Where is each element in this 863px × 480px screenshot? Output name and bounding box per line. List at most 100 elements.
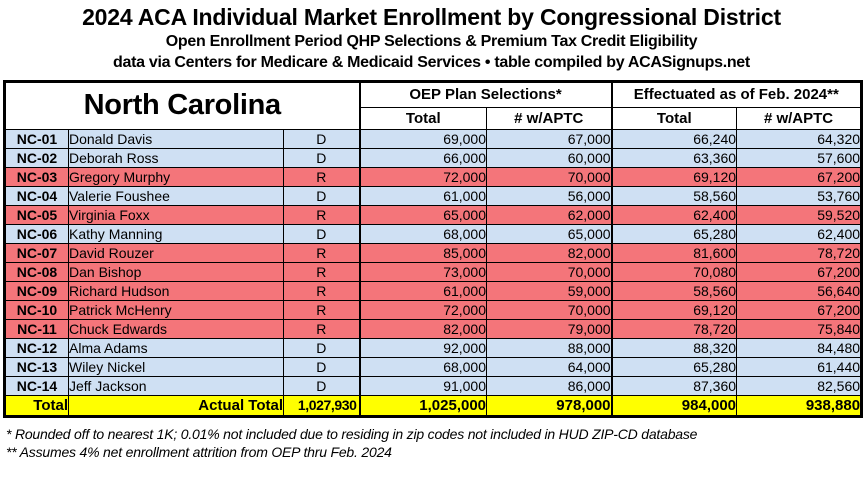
district-row: NC-05 Virginia Foxx R 65,000 62,000 62,400 59,… — [4, 204, 863, 225]
party-cell: R — [282, 261, 361, 282]
value-cell: 56,640 — [736, 280, 863, 301]
effectuated-total-header: Total — [610, 106, 738, 130]
value-cell: 57,600 — [736, 147, 863, 168]
value-cell: 61,000 — [358, 280, 488, 301]
rep-name-cell: Richard Hudson — [68, 280, 284, 301]
value-cell: 59,520 — [736, 204, 863, 225]
party-cell: D — [282, 375, 361, 396]
value-cell: 88,320 — [610, 337, 738, 358]
district-row: NC-08 Dan Bishop R 73,000 70,000 70,080 67,200 — [4, 261, 863, 282]
footnote-rounding: * Rounded off to nearest 1K; 0.01% not i… — [6, 425, 698, 442]
title-block: 2024 ACA Individual Market Enrollment by… — [0, 0, 863, 73]
rep-name-cell: Jeff Jackson — [68, 375, 284, 396]
party-cell: R — [282, 280, 361, 301]
group-header-row: North Carolina OEP Plan Selections* Effe… — [3, 80, 863, 130]
rep-name-cell: Gregory Murphy — [68, 166, 284, 187]
table-footer: Total Actual Total 1,027,930 1,025,000 9… — [4, 394, 863, 417]
district-cell: NC-09 — [4, 280, 69, 301]
district-cell: NC-10 — [4, 299, 69, 320]
district-row: NC-11 Chuck Edwards R 82,000 79,000 78,720 75,… — [4, 318, 863, 339]
district-row: NC-09 Richard Hudson R 61,000 59,000 58,560 56… — [4, 280, 863, 301]
value-cell: 65,280 — [610, 356, 738, 377]
value-cell: 68,000 — [358, 356, 488, 377]
actual-total-value: 1,027,930 — [282, 394, 361, 417]
total-row: Total Actual Total 1,027,930 1,025,000 9… — [4, 394, 863, 417]
rep-name-cell: Virginia Foxx — [68, 204, 284, 225]
enrollment-table: North Carolina OEP Plan Selections* Effe… — [3, 79, 863, 418]
value-cell: 67,200 — [736, 299, 863, 320]
page-subtitle: Open Enrollment Period QHP Selections & … — [165, 32, 698, 50]
actual-total-label: Actual Total — [68, 394, 284, 417]
district-cell: NC-07 — [4, 242, 69, 263]
page-source-line: data via Centers for Medicare & Medicaid… — [113, 53, 750, 71]
total-effectuated-total: 984,000 — [610, 394, 738, 417]
district-cell: NC-02 — [4, 147, 69, 168]
value-cell: 70,000 — [486, 166, 613, 187]
district-row: NC-03 Gregory Murphy R 72,000 70,000 69,120 67… — [4, 166, 863, 187]
rep-name-cell: Wiley Nickel — [68, 356, 284, 377]
district-row: NC-06 Kathy Manning D 68,000 65,000 65,280 62,… — [4, 223, 863, 244]
value-cell: 60,000 — [486, 147, 613, 168]
district-row: NC-14 Jeff Jackson D 91,000 86,000 87,360 82,5… — [4, 375, 863, 396]
value-cell: 66,000 — [358, 147, 488, 168]
total-oep-aptc: 978,000 — [486, 394, 613, 417]
value-cell: 58,560 — [610, 185, 738, 206]
party-cell: D — [282, 128, 361, 149]
oep-total-header: Total — [358, 106, 488, 130]
district-row: NC-10 Patrick McHenry R 72,000 70,000 69,120 6… — [4, 299, 863, 320]
district-cell: NC-03 — [4, 166, 69, 187]
value-cell: 62,400 — [610, 204, 738, 225]
total-effectuated-aptc: 938,880 — [736, 394, 863, 417]
party-cell: D — [282, 337, 361, 358]
value-cell: 63,360 — [610, 147, 738, 168]
district-row: NC-02 Deborah Ross D 66,000 60,000 63,360 57,6… — [4, 147, 863, 168]
value-cell: 61,440 — [736, 356, 863, 377]
value-cell: 91,000 — [358, 375, 488, 396]
value-cell: 65,000 — [358, 204, 488, 225]
value-cell: 67,200 — [736, 166, 863, 187]
party-cell: R — [282, 166, 361, 187]
rep-name-cell: Dan Bishop — [68, 261, 284, 282]
state-header: North Carolina — [3, 80, 361, 130]
rep-name-cell: Valerie Foushee — [68, 185, 284, 206]
party-cell: D — [282, 223, 361, 244]
rep-name-cell: Deborah Ross — [68, 147, 284, 168]
district-row: NC-12 Alma Adams D 92,000 88,000 88,320 84,480 — [4, 337, 863, 358]
footnotes: * Rounded off to nearest 1K; 0.01% not i… — [6, 425, 863, 462]
table-body: NC-01 Donald Davis D 69,000 67,000 66,240 64,3… — [4, 128, 863, 396]
district-cell: NC-08 — [4, 261, 69, 282]
value-cell: 81,600 — [610, 242, 738, 263]
value-cell: 92,000 — [358, 337, 488, 358]
district-cell: NC-04 — [4, 185, 69, 206]
value-cell: 65,280 — [610, 223, 738, 244]
party-cell: D — [282, 185, 361, 206]
district-cell: NC-05 — [4, 204, 69, 225]
value-cell: 56,000 — [486, 185, 613, 206]
district-row: NC-13 Wiley Nickel D 68,000 64,000 65,280 61,4… — [4, 356, 863, 377]
value-cell: 62,000 — [486, 204, 613, 225]
rep-name-cell: Donald Davis — [68, 128, 284, 149]
value-cell: 72,000 — [358, 166, 488, 187]
value-cell: 70,080 — [610, 261, 738, 282]
rep-name-cell: Chuck Edwards — [68, 318, 284, 339]
value-cell: 84,480 — [736, 337, 863, 358]
total-oep-total: 1,025,000 — [358, 394, 488, 417]
value-cell: 87,360 — [610, 375, 738, 396]
value-cell: 68,000 — [358, 223, 488, 244]
rep-name-cell: Kathy Manning — [68, 223, 284, 244]
value-cell: 58,560 — [610, 280, 738, 301]
oep-aptc-header: # w/APTC — [486, 106, 613, 130]
district-cell: NC-11 — [4, 318, 69, 339]
party-cell: D — [282, 147, 361, 168]
value-cell: 67,000 — [486, 128, 613, 149]
value-cell: 72,000 — [358, 299, 488, 320]
district-cell: NC-12 — [4, 337, 69, 358]
value-cell: 73,000 — [358, 261, 488, 282]
rep-name-cell: Patrick McHenry — [68, 299, 284, 320]
value-cell: 66,240 — [610, 128, 738, 149]
value-cell: 85,000 — [358, 242, 488, 263]
district-cell: NC-14 — [4, 375, 69, 396]
party-cell: R — [282, 204, 361, 225]
value-cell: 70,000 — [486, 299, 613, 320]
